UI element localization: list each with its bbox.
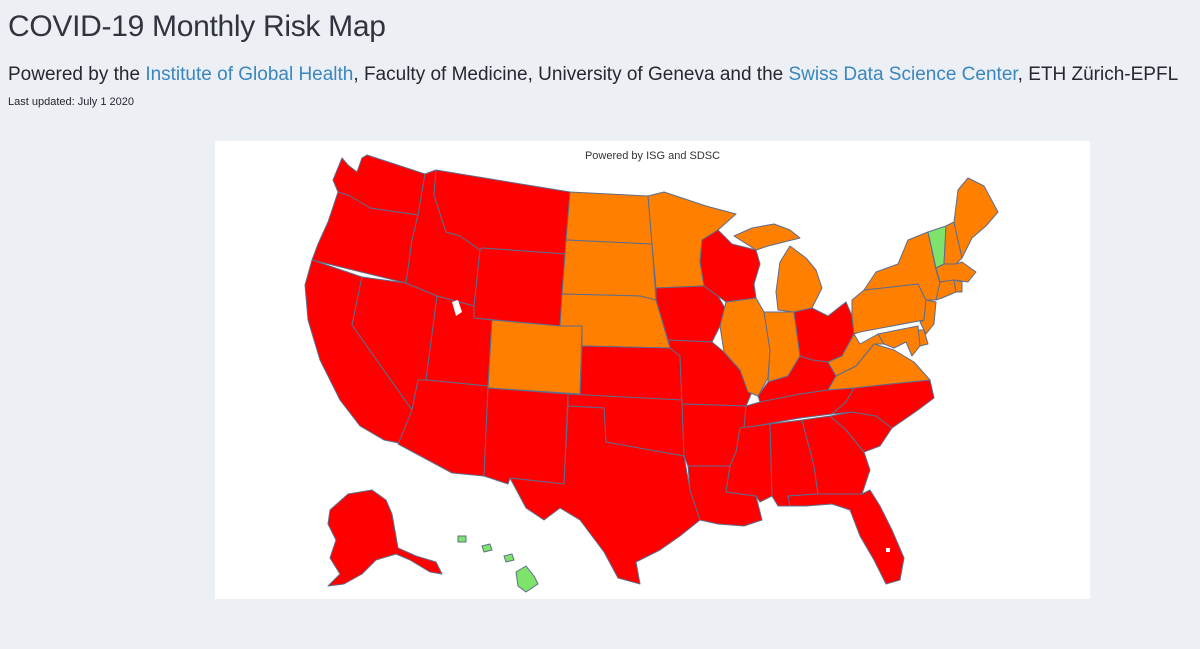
state-SD[interactable] [561, 239, 657, 301]
state-HI-kauai[interactable] [457, 535, 467, 543]
state-MI[interactable] [775, 245, 823, 313]
state-NC[interactable] [831, 379, 935, 429]
state-NM[interactable] [483, 387, 569, 485]
state-AK[interactable] [327, 489, 443, 587]
state-ND[interactable] [565, 191, 653, 245]
state-NJ[interactable] [919, 299, 937, 335]
state-ME[interactable] [953, 177, 999, 259]
map-caption: Powered by ISG and SDSC [584, 150, 721, 162]
state-RI[interactable] [953, 279, 963, 293]
state-NH[interactable] [943, 221, 963, 265]
page-subtitle: Powered by the Institute of Global Healt… [8, 64, 1178, 86]
state-HI-maui[interactable] [503, 553, 515, 563]
state-MA[interactable] [935, 261, 977, 283]
state-HI-big[interactable] [515, 565, 539, 593]
lake-okeechobee [886, 548, 890, 552]
state-WV[interactable] [827, 333, 885, 377]
subtitle-middle: , Faculty of Medicine, University of Gen… [353, 64, 789, 85]
state-HI-oahu[interactable] [481, 543, 493, 553]
page-title: COVID-19 Monthly Risk Map [8, 10, 386, 43]
state-KS[interactable] [579, 345, 683, 401]
state-WY[interactable] [473, 247, 567, 327]
institute-global-health-link[interactable]: Institute of Global Health [145, 64, 354, 85]
state-TX[interactable] [509, 405, 701, 585]
state-MO[interactable] [667, 339, 753, 407]
state-CO[interactable] [487, 319, 583, 395]
subtitle-suffix: , ETH Zürich-EPFL [1017, 64, 1179, 85]
map-panel: Powered by ISG and SDSC [215, 141, 1090, 599]
swiss-data-science-center-link[interactable]: Swiss Data Science Center [788, 64, 1018, 85]
state-NY[interactable] [863, 231, 943, 301]
us-choropleth-map[interactable] [215, 141, 1090, 599]
state-MI-upper[interactable] [733, 223, 801, 251]
state-CT[interactable] [935, 279, 957, 301]
state-WI[interactable] [699, 229, 761, 303]
last-updated: Last updated: July 1 2020 [8, 96, 134, 108]
great-salt-lake [452, 300, 462, 316]
state-FL[interactable] [787, 489, 905, 585]
state-MD[interactable] [877, 325, 921, 357]
subtitle-prefix: Powered by the [8, 64, 146, 85]
